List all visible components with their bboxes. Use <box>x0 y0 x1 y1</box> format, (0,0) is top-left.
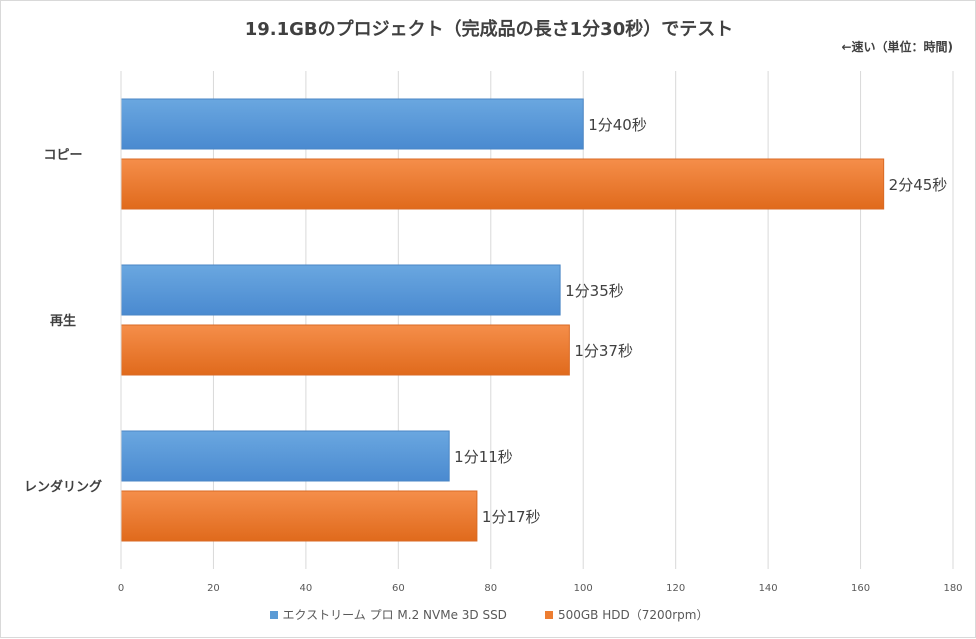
legend-item-hdd: 500GB HDD（7200rpm） <box>544 606 709 623</box>
x-tick-label-100: 100 <box>574 583 593 594</box>
data-label-hdd-0: 2分45秒 <box>889 176 948 194</box>
legend: エクストリーム プロ M.2 NVMe 3D SSD 500GB HDD（720… <box>1 606 976 623</box>
bar-ssd-1 <box>120 264 561 316</box>
category-label-0: コピー <box>43 148 82 163</box>
x-tick-label-60: 60 <box>392 583 405 594</box>
legend-label-ssd: エクストリーム プロ M.2 NVMe 3D SSD <box>282 608 507 622</box>
chart-title: 19.1GBのプロジェクト（完成品の長さ1分30秒）でテスト <box>244 19 734 40</box>
x-tick-label-20: 20 <box>207 583 220 594</box>
x-tick-label-80: 80 <box>484 583 497 594</box>
legend-swatch-ssd <box>269 610 278 619</box>
data-label-ssd-0: 1分40秒 <box>588 116 647 134</box>
bar-hdd-1 <box>120 324 570 376</box>
x-tick-label-120: 120 <box>666 583 685 594</box>
x-tick-label-140: 140 <box>759 583 778 594</box>
legend-swatch-hdd <box>544 610 553 619</box>
x-tick-label-180: 180 <box>943 583 962 594</box>
bar-hdd-0 <box>120 158 885 210</box>
x-tick-label-40: 40 <box>300 583 313 594</box>
legend-label-hdd: 500GB HDD（7200rpm） <box>557 608 709 622</box>
x-tick-label-0: 0 <box>118 583 124 594</box>
legend-item-ssd: エクストリーム プロ M.2 NVMe 3D SSD <box>269 606 507 623</box>
data-label-hdd-1: 1分37秒 <box>574 342 633 360</box>
data-label-hdd-2: 1分17秒 <box>482 508 541 526</box>
bar-ssd-0 <box>120 98 584 150</box>
data-label-ssd-2: 1分11秒 <box>454 448 513 466</box>
category-label-1: 再生 <box>50 313 76 329</box>
chart-unit-note: ←速い（単位：時間) <box>841 40 953 54</box>
bar-ssd-2 <box>120 430 450 482</box>
data-label-ssd-1: 1分35秒 <box>565 282 624 300</box>
x-tick-label-160: 160 <box>851 583 870 594</box>
category-label-2: レンダリング <box>24 479 102 495</box>
bar-hdd-2 <box>120 490 478 542</box>
